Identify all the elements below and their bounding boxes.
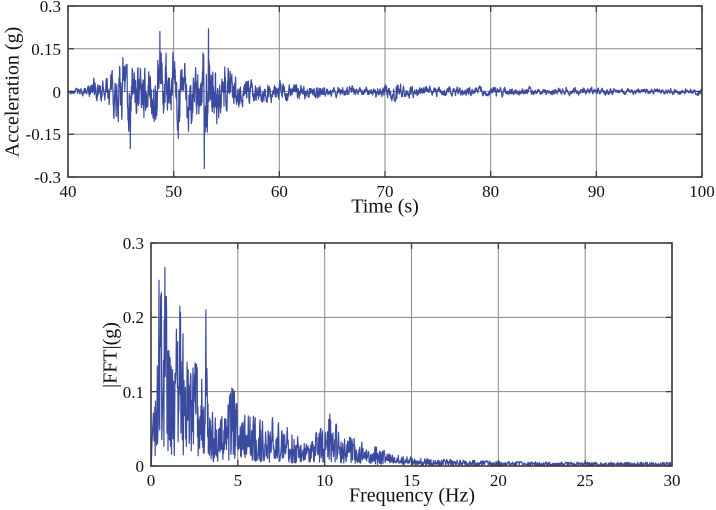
fft-magnitude-axis-label: |FFT|(g)	[99, 322, 122, 388]
acceleration-axis-label: Acceleration (g)	[1, 26, 24, 158]
acceleration-time-history-x-tick-40: 40	[59, 182, 77, 201]
time-axis-label: Time (s)	[351, 195, 419, 218]
acceleration-time-history-x-tick-100: 100	[689, 182, 715, 201]
acceleration-time-history-x-tick-70: 70	[376, 182, 394, 201]
acceleration-time-history-y-tick--0.3: -0.3	[34, 168, 61, 187]
fft-spectrum-x-tick-25: 25	[576, 471, 594, 490]
fft-spectrum-y-tick-0.1: 0.1	[122, 382, 144, 402]
time-series-plot	[67, 5, 703, 178]
acceleration-trace	[67, 28, 703, 170]
acceleration-time-history-x-tick-90: 90	[587, 182, 605, 201]
fft-spectrum-x-tick-5: 5	[233, 471, 243, 490]
fft-spectrum-x-tick-10: 10	[316, 471, 334, 490]
fft-plot	[150, 242, 673, 467]
fft-spectrum-x-tick-15: 15	[403, 471, 420, 490]
fft-spectrum-y-tick-0.3: 0.3	[122, 234, 144, 253]
acceleration-time-history-x-tick-50: 50	[165, 182, 183, 201]
fft-spectrum-y-tick-0: 0	[135, 457, 145, 476]
fft-spectrum-x-tick-20: 20	[489, 471, 507, 490]
acceleration-time-history-x-tick-80: 80	[482, 182, 500, 201]
acceleration-time-history-y-tick-0.15: 0.15	[31, 39, 61, 59]
acceleration-time-history-y-tick-0.3: 0.3	[39, 0, 61, 16]
fft-spectrum-x-tick-30: 30	[663, 471, 681, 490]
fft-spectrum-y-tick-0.2: 0.2	[122, 308, 144, 328]
acceleration-time-history-y-tick-0: 0	[52, 82, 62, 102]
acceleration-time-history-y-tick--0.15: -0.15	[25, 125, 61, 145]
acceleration-time-history-x-tick-60: 60	[270, 182, 288, 201]
fft-spectrum-x-tick-0: 0	[146, 471, 156, 490]
frequency-axis-label: Frequency (Hz)	[348, 484, 476, 507]
